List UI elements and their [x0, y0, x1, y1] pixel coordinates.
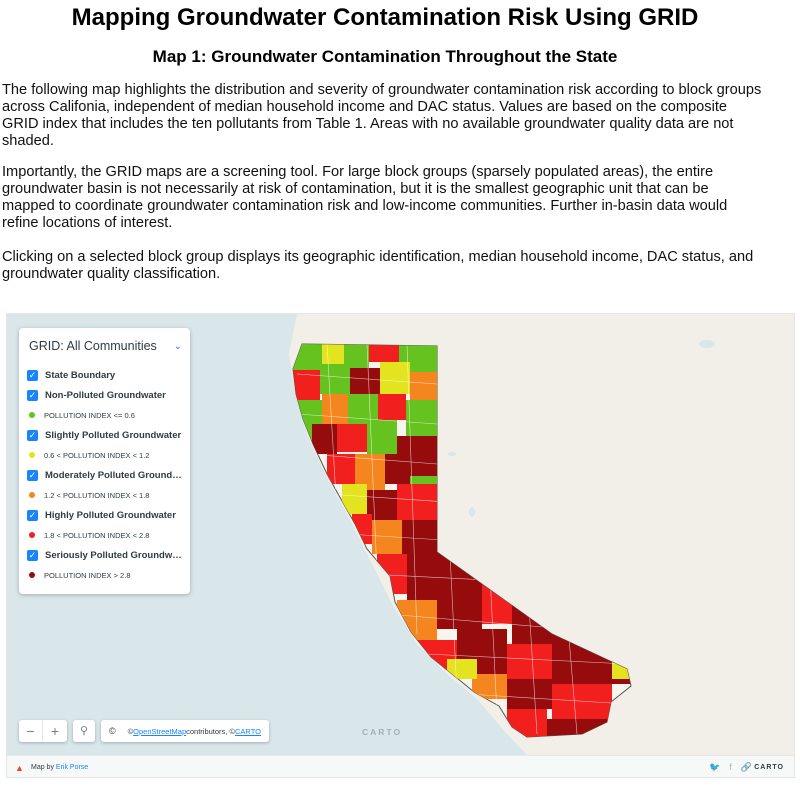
- layer-label: Moderately Polluted Groundwa...: [45, 469, 182, 481]
- carto-link[interactable]: CARTO: [235, 726, 261, 736]
- carto-logo-icon: ▲: [15, 762, 24, 773]
- zoom-out-button[interactable]: −: [19, 720, 43, 742]
- swatch-label: POLLUTION INDEX > 2.8: [44, 570, 131, 580]
- layer-toggle-moderately-polluted[interactable]: ✓ Moderately Polluted Groundwa...: [27, 465, 182, 485]
- layer-label: Highly Polluted Groundwater: [45, 509, 176, 521]
- search-button[interactable]: ⚲: [73, 720, 95, 742]
- legend-swatch-seriously-polluted: POLLUTION INDEX > 2.8: [27, 565, 182, 585]
- screening-paragraph: Importantly, the GRID maps are a screeni…: [2, 164, 728, 231]
- lake-shape: [469, 507, 475, 517]
- legend-swatch-non-polluted: POLLUTION INDEX <= 0.6: [27, 405, 182, 425]
- swatch-label: 0.6 < POLLUTION INDEX < 1.2: [44, 450, 150, 460]
- yellow-dot-icon: [29, 452, 35, 458]
- author-link[interactable]: Erik Porse: [55, 764, 89, 771]
- openstreetmap-link[interactable]: OpenStreetMap: [133, 726, 187, 736]
- layer-label: Slightly Polluted Groundwater: [45, 429, 182, 441]
- map-attribution: © © OpenStreetMap contributors, © CARTO: [101, 720, 269, 742]
- map-canvas[interactable]: GRID: All Communities ⌄ ✓ State Boundary…: [7, 314, 795, 755]
- lake-shape: [448, 452, 456, 456]
- facebook-icon[interactable]: f: [729, 762, 732, 772]
- zoom-in-button[interactable]: +: [50, 723, 60, 739]
- legend-header[interactable]: GRID: All Communities ⌄: [27, 337, 182, 355]
- layer-label: Non-Polluted Groundwater: [45, 389, 166, 401]
- checkbox-checked-icon[interactable]: ✓: [27, 509, 38, 521]
- lake-shape: [699, 340, 715, 348]
- map-subtitle: Map 1: Groundwater Contamination Through…: [152, 47, 618, 66]
- block-group-lines: [296, 344, 628, 735]
- intro-paragraph: The following map highlights the distrib…: [2, 82, 762, 149]
- map-footer: ▲ Map by Erik Porse 🐦 f 🔗 CARTO: [7, 755, 794, 777]
- dark-red-dot-icon: [29, 572, 35, 578]
- zoom-controls[interactable]: − +: [19, 720, 67, 742]
- map-credit: Map by Erik Porse: [31, 764, 88, 771]
- swatch-label: 1.8 < POLLUTION INDEX < 2.8: [44, 530, 150, 540]
- map-embed[interactable]: GRID: All Communities ⌄ ✓ State Boundary…: [6, 313, 795, 778]
- page-title: Mapping Groundwater Contamination Risk U…: [71, 4, 699, 31]
- checkbox-checked-icon[interactable]: ✓: [27, 469, 38, 481]
- checkbox-checked-icon[interactable]: ✓: [27, 429, 38, 441]
- checkbox-checked-icon[interactable]: ✓: [27, 549, 38, 561]
- checkbox-checked-icon[interactable]: ✓: [27, 389, 38, 401]
- share-buttons[interactable]: 🐦 f 🔗: [709, 762, 752, 773]
- twitter-icon[interactable]: 🐦: [709, 762, 721, 772]
- layer-toggle-highly-polluted[interactable]: ✓ Highly Polluted Groundwater: [27, 505, 182, 525]
- swatch-label: POLLUTION INDEX <= 0.6: [44, 410, 135, 420]
- layer-toggle-seriously-polluted[interactable]: ✓ Seriously Polluted Groundwater: [27, 545, 182, 565]
- chevron-down-icon[interactable]: ⌄: [173, 340, 182, 352]
- footer-carto-brand[interactable]: CARTO: [754, 764, 784, 771]
- carto-watermark: CARTO: [362, 727, 403, 737]
- legend-swatch-moderately-polluted: 1.2 < POLLUTION INDEX < 1.8: [27, 485, 182, 505]
- orange-dot-icon: [29, 492, 35, 498]
- click-paragraph: Clicking on a selected block group displ…: [2, 249, 754, 282]
- copyright-icon[interactable]: ©: [109, 726, 116, 736]
- layer-toggle-slightly-polluted[interactable]: ✓ Slightly Polluted Groundwater: [27, 425, 182, 445]
- checkbox-checked-icon[interactable]: ✓: [27, 369, 38, 381]
- link-icon[interactable]: 🔗: [740, 762, 752, 772]
- layer-toggle-state-boundary[interactable]: ✓ State Boundary: [27, 365, 182, 385]
- legend-title: GRID: All Communities: [29, 339, 157, 353]
- map-by-label: Map by: [31, 764, 56, 771]
- layer-label: State Boundary: [45, 369, 116, 381]
- legend-swatch-slightly-polluted: 0.6 < POLLUTION INDEX < 1.2: [27, 445, 182, 465]
- legend-panel[interactable]: GRID: All Communities ⌄ ✓ State Boundary…: [19, 328, 190, 594]
- attribution-mid: contributors, ©: [186, 726, 236, 736]
- green-dot-icon: [29, 412, 35, 418]
- swatch-label: 1.2 < POLLUTION INDEX < 1.8: [44, 490, 150, 500]
- layer-label: Seriously Polluted Groundwater: [45, 549, 182, 561]
- search-icon: ⚲: [79, 725, 89, 737]
- california-map[interactable]: [7, 314, 795, 755]
- legend-swatch-highly-polluted: 1.8 < POLLUTION INDEX < 2.8: [27, 525, 182, 545]
- attribution-prefix: ©: [127, 726, 134, 736]
- red-dot-icon: [29, 532, 35, 538]
- layer-toggle-non-polluted[interactable]: ✓ Non-Polluted Groundwater: [27, 385, 182, 405]
